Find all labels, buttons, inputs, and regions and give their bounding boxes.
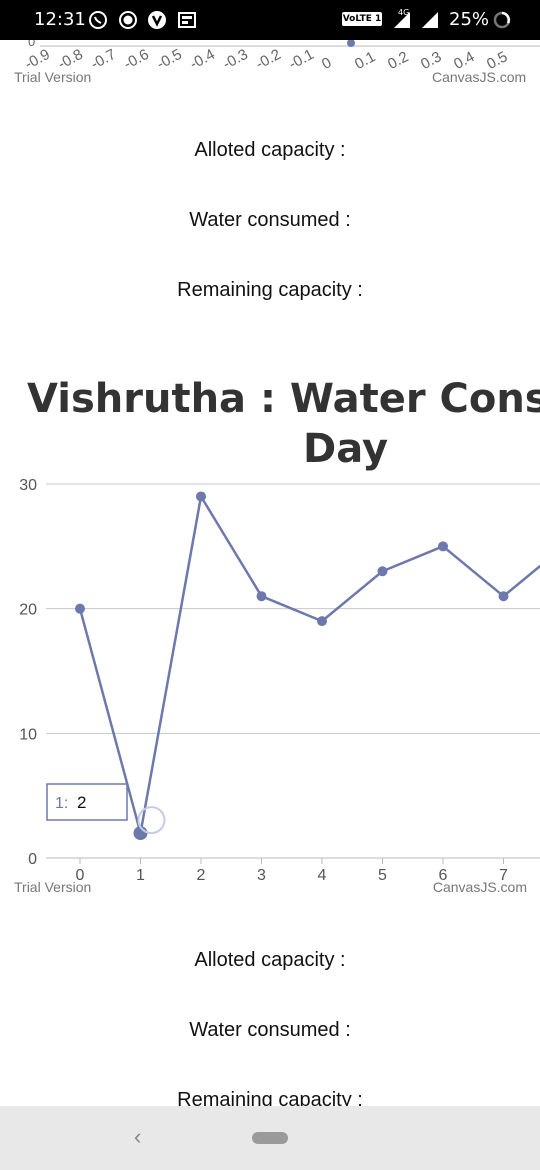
home-pill-button[interactable]	[252, 1132, 288, 1144]
canvasjs-credit[interactable]: CanvasJS.com	[433, 879, 527, 895]
top-chart-zero-label: 0	[28, 40, 36, 49]
hover-indicator	[137, 806, 166, 835]
remaining-capacity-label: Remaining capacity :	[177, 279, 363, 301]
alloted-capacity-label-2: Alloted capacity :	[194, 949, 346, 971]
remaining-capacity-label-2: Remaining capacity :	[177, 1089, 363, 1111]
x-tick-label: 0	[76, 867, 85, 884]
top-chart-point[interactable]	[347, 40, 355, 47]
status-bar: 12:31 VoLTE 1 4G 25%	[0, 0, 540, 40]
tooltip-box	[46, 783, 128, 821]
water-consumption-chart[interactable]: 0 10 20 30 0 1 2 3 4 5 6 7 1: 2 Trial Version CanvasJS.…	[0, 470, 540, 900]
chart-title-line-1: Vishrutha : Water Consume	[27, 376, 540, 422]
series-line	[78, 495, 540, 835]
data-point[interactable]	[377, 566, 388, 577]
whatsapp-icon	[89, 11, 107, 29]
data-point[interactable]	[75, 603, 85, 614]
alloted-capacity-label: Alloted capacity :	[194, 139, 346, 161]
y-tick-label: 0	[28, 851, 37, 868]
canvasjs-credit[interactable]: CanvasJS.com	[432, 69, 527, 85]
signal-icon	[394, 12, 410, 28]
tooltip-label: 1:	[55, 795, 68, 812]
x-tick-label: 6	[439, 867, 448, 884]
x-tick-label: 7	[499, 867, 508, 884]
x-tick-label: 4	[318, 867, 327, 884]
news-icon	[178, 12, 196, 28]
x-tick-label: 3	[257, 867, 266, 884]
network-type: 4G	[398, 8, 410, 17]
data-point[interactable]	[196, 491, 206, 502]
data-point[interactable]	[256, 591, 267, 602]
status-time: 12:31	[34, 9, 86, 30]
data-point[interactable]	[317, 616, 327, 627]
volte-badge: VoLTE 1	[342, 12, 382, 26]
top-chart-axis	[40, 40, 540, 47]
x-tick-label: 5	[378, 867, 387, 884]
y-tick-label: 10	[19, 726, 37, 743]
back-icon[interactable]: ‹	[134, 1124, 142, 1149]
trial-version-label: Trial Version	[14, 69, 92, 85]
tooltip-value: 2	[77, 793, 86, 812]
water-consumed-label-2: Water consumed :	[189, 1019, 351, 1041]
y-tick-label: 20	[19, 602, 37, 619]
signal-2-icon	[422, 12, 438, 28]
record-icon	[119, 11, 137, 29]
navigation-bar: ‹	[0, 1106, 540, 1170]
battery-percent: 25%	[449, 9, 490, 30]
x-tick-label: 2	[197, 867, 206, 884]
y-tick-label: 30	[19, 477, 37, 494]
trial-version-label: Trial Version	[14, 879, 91, 895]
data-point[interactable]	[498, 591, 509, 602]
browser-icon	[148, 11, 166, 29]
data-point[interactable]	[438, 541, 448, 552]
top-chart-strip: 0 -0.9 -0.8 -0.7 -0.6 -0.5 -0.4 -0.3 -0.2 -0.1 0 0…	[0, 40, 540, 96]
chart-title-line-2: Day	[303, 426, 389, 472]
water-consumed-label: Water consumed :	[189, 209, 351, 231]
x-tick-label: 1	[136, 867, 145, 884]
battery-icon	[493, 11, 511, 29]
